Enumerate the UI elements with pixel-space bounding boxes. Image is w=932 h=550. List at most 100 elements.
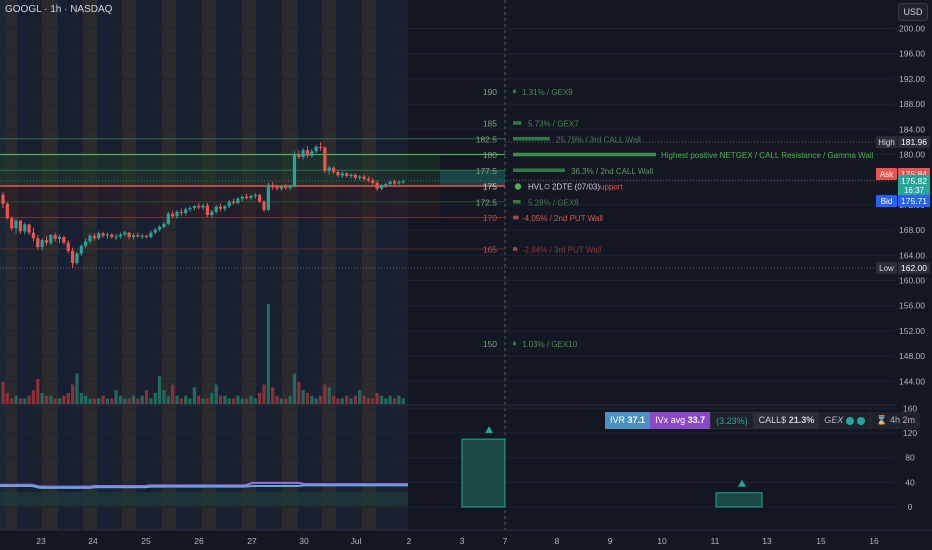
candle-body [197, 206, 201, 208]
volume-bar [62, 395, 66, 404]
currency-button[interactable]: USD [898, 3, 928, 21]
volume-bar [101, 395, 105, 404]
volume-bar [271, 387, 275, 404]
candle-body [218, 206, 223, 209]
volume-bar [127, 398, 131, 404]
candle-body [223, 206, 227, 209]
volume-bar [158, 376, 162, 404]
volume-bar [179, 398, 183, 404]
volume-bar [305, 392, 310, 404]
stats-bar: IVR 37.1 IVx avg 33.7 (3.23%) CALL$ 21.3… [605, 412, 920, 429]
gex-label-l185: 5.73% / GEX7 [528, 120, 579, 129]
volume-bar [253, 398, 257, 404]
time-tick: 7 [503, 536, 508, 546]
candle-body [166, 213, 170, 224]
bid-tag-value-bg [898, 195, 930, 208]
bid-tag-label-bg [876, 195, 897, 208]
strike-label: 150 [483, 339, 497, 349]
high-tag-value: 181.96 [901, 137, 927, 147]
candle-body [179, 211, 183, 214]
candle-body [262, 201, 266, 210]
strike-label: 165 [483, 245, 497, 255]
volume-bar [218, 395, 223, 404]
volume-bar [40, 392, 44, 404]
candle-body [75, 253, 79, 263]
session-stripe [202, 0, 216, 530]
candle-body [336, 172, 340, 176]
volume-bar [353, 395, 357, 404]
session-stripe [17, 0, 30, 530]
hvl-dot-icon [514, 183, 522, 190]
gex-bar [513, 152, 656, 157]
volume-bar [79, 392, 83, 404]
candle-body [249, 196, 253, 198]
up-arrow-icon [485, 426, 493, 434]
session-stripe [30, 0, 42, 530]
osc-tick: 80 [905, 453, 915, 463]
volume-bar [297, 381, 301, 404]
volume-bar [1, 381, 5, 404]
session-stripe [70, 0, 83, 530]
volume-bar [57, 398, 62, 404]
candle-body [1, 194, 5, 204]
candle-body [162, 223, 166, 227]
session-stripe [310, 0, 322, 530]
volume-bar [323, 384, 327, 404]
volume-bar [340, 398, 344, 404]
candle-body [392, 181, 397, 184]
price-tick: 184.00 [899, 124, 925, 134]
candle-body [301, 150, 305, 158]
countdown-value: 16:37 [904, 186, 925, 195]
candle-body [362, 176, 366, 180]
session-stripe [150, 0, 162, 530]
volume-bar [184, 395, 188, 404]
price-tick: 144.00 [899, 376, 925, 386]
volume-bar [388, 395, 392, 404]
candle-body [79, 245, 83, 254]
volume-bar [223, 395, 227, 404]
candle-body [210, 211, 214, 215]
symbol-title[interactable]: GOOGL · 1h · NASDAQ [5, 4, 113, 15]
candle-body [379, 185, 384, 189]
volume-bar [88, 398, 92, 404]
candle-body [353, 174, 357, 178]
volume-bar [214, 384, 218, 404]
candle-body [92, 235, 96, 239]
session-stripe [362, 0, 376, 530]
candle-body [49, 235, 53, 243]
candle-body [297, 155, 301, 158]
candle-body [118, 234, 123, 237]
session-stripe [392, 0, 408, 530]
volume-bar [66, 392, 70, 404]
high-tag-label-bg [876, 136, 897, 149]
gex-dot-icon [857, 416, 866, 425]
price-tick: 180.00 [899, 150, 925, 160]
candle-body [401, 180, 405, 183]
volume-bar [401, 398, 405, 404]
candle-body [258, 194, 262, 202]
candle-body [358, 176, 362, 178]
candle-body [236, 198, 240, 204]
candle-body [10, 218, 14, 229]
osc-tick: 120 [903, 428, 917, 438]
candle-body [149, 232, 153, 238]
strike-label: 175 [483, 182, 497, 192]
candle-body [318, 146, 323, 148]
oscillator-pane [0, 407, 895, 508]
session-stripe [322, 0, 336, 530]
candle-body [314, 146, 318, 152]
time-tick: Jul [351, 536, 362, 546]
time-tick: 25 [141, 536, 151, 546]
volume-bar [397, 395, 401, 404]
volume-bar [175, 395, 179, 404]
session-stripe [190, 0, 202, 530]
candle-body [345, 173, 349, 176]
candle-body [53, 235, 57, 239]
candle-body [384, 184, 388, 186]
time-tick: 30 [299, 536, 309, 546]
session-stripe [350, 0, 362, 530]
low-tag-label-bg [876, 261, 897, 274]
time-tick: 10 [657, 536, 667, 546]
last-price-value: 175.82 [901, 176, 927, 186]
